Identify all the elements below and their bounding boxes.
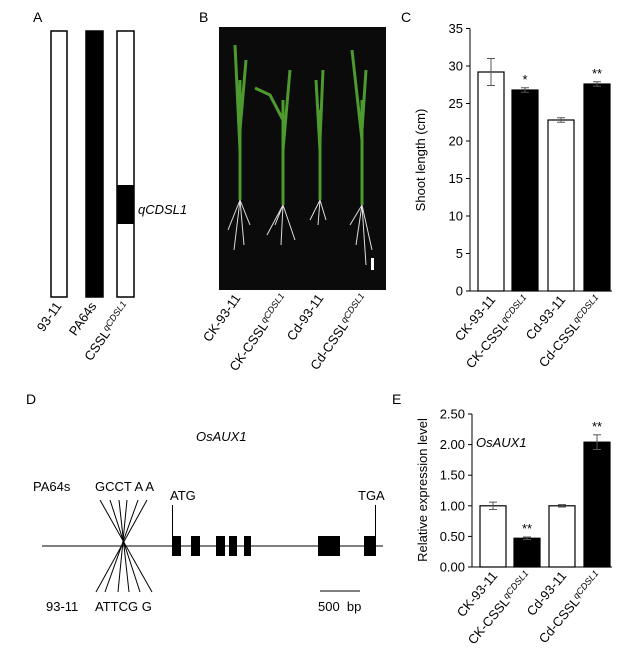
category-subscript: qCDSL1 <box>501 568 531 600</box>
sample-subscript: qCDSL1 <box>339 291 367 325</box>
category-subscript: qCDSL1 <box>571 568 601 600</box>
bar <box>477 71 505 292</box>
y-tick-label: 0 <box>456 284 463 299</box>
panel-label: E <box>392 391 401 407</box>
category-subscript: qCDSL1 <box>499 292 529 324</box>
chromosome <box>50 30 68 298</box>
photo <box>219 27 386 290</box>
significance: * <box>522 72 527 87</box>
y-tick-label: 30 <box>449 59 463 74</box>
sample-label: Cd-93-11 <box>284 291 327 343</box>
bar <box>547 119 575 292</box>
y-tick-label: 5 <box>456 246 463 261</box>
exons <box>172 536 376 556</box>
significance: ** <box>522 521 532 536</box>
chromosome <box>116 30 135 298</box>
gene-label: OsAUX1 <box>196 429 247 444</box>
y-tick-label: 25 <box>449 96 463 111</box>
start-codon: ATG <box>170 488 196 503</box>
chart-title: OsAUX1 <box>476 435 527 450</box>
y-tick-label: 20 <box>449 134 463 149</box>
y-axis-label: Shoot length (cm) <box>413 109 428 212</box>
y-tick-label: 15 <box>449 171 463 186</box>
category-subscript: qCDSL1 <box>571 292 601 324</box>
snp-lines <box>95 499 153 593</box>
x-tick-label: Cd-CSSLqCDSL1 <box>536 568 605 646</box>
significance: ** <box>592 419 602 434</box>
bar <box>511 89 539 292</box>
locus-label: qCDSL1 <box>138 202 187 217</box>
y-tick-label: 0.00 <box>440 560 465 575</box>
significance: ** <box>592 66 602 81</box>
y-tick-label: 0.50 <box>440 529 465 544</box>
sample-subscript: qCDSL1 <box>259 291 287 325</box>
strain-label: PA64s <box>66 299 100 339</box>
y-tick-label: 1.50 <box>440 468 465 483</box>
allele-name: 93-11 <box>46 599 78 614</box>
allele-sequence: GCCT A A <box>95 479 154 494</box>
sample-label: CK-93-11 <box>200 291 244 344</box>
bar <box>583 83 611 292</box>
y-axis-label: Relative expression level <box>415 418 430 562</box>
bar <box>479 505 507 568</box>
panel-d: OsAUX1 PA64s GCCT A A 93-11 ATTCG G ATG … <box>33 429 385 614</box>
chromosome <box>85 30 104 298</box>
allele-name: PA64s <box>33 479 71 494</box>
y-tick-label: 1.00 <box>440 498 465 513</box>
strain-subscript: qCDSL1 <box>101 299 129 333</box>
stop-codon: TGA <box>358 488 385 503</box>
scale-bar <box>371 258 374 270</box>
seedlings <box>233 44 368 205</box>
introgression-segment <box>117 185 134 224</box>
y-tick-label: 10 <box>449 209 463 224</box>
y-tick-label: 2.00 <box>440 437 465 452</box>
sample-name: Cd-CSSL <box>307 319 351 373</box>
sample-name: CK-CSSL <box>226 319 271 374</box>
bar <box>513 537 541 568</box>
panel-a: qCDSL1 93-11 PA64s CSSLqCDSL1 <box>34 30 187 363</box>
strain-label: 93-11 <box>34 299 65 334</box>
panel-label: D <box>26 391 36 407</box>
panel-b: CK-93-11 CK-CSSLqCDSL1 Cd-93-11 Cd-CSSLq… <box>200 27 386 374</box>
panel-label: A <box>33 9 43 25</box>
panel-label: C <box>401 9 411 25</box>
roots <box>227 199 373 266</box>
bar <box>548 505 576 568</box>
y-tick-label: 2.50 <box>440 407 465 422</box>
allele-sequence: ATTCG G <box>95 599 152 614</box>
bar <box>583 441 611 568</box>
scale-label: 500 bp <box>318 599 361 614</box>
panel-label: B <box>199 9 208 25</box>
y-tick-label: 35 <box>449 21 463 36</box>
